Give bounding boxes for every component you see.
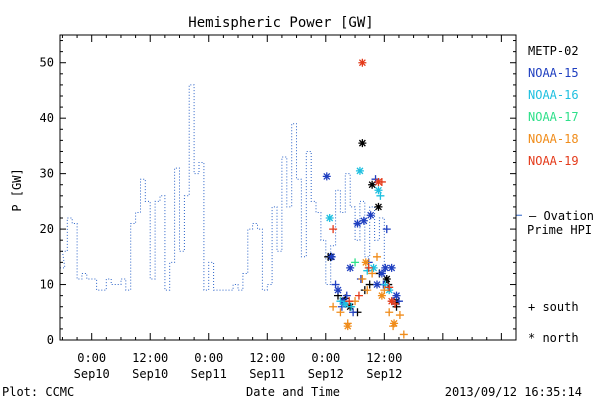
- north-marker: [387, 263, 396, 272]
- legend-noaa-15: NOAA-15: [528, 66, 579, 80]
- x-tick-label-time: 0:00: [311, 351, 340, 365]
- x-tick-label-time: 0:00: [77, 351, 106, 365]
- north-marker: [358, 139, 367, 148]
- marker-legend-north: * north: [528, 331, 579, 345]
- north-marker: [346, 263, 355, 272]
- south-marker: [368, 269, 377, 278]
- x-tick-label-date: Sep12: [366, 367, 402, 381]
- legend-noaa-17: NOAA-17: [528, 110, 579, 124]
- plot-area: 0 10 20 30 40 50 0:00 Sep10 12:00 Sep10 0:00 Sep11 1…: [40, 34, 522, 381]
- y-tick-label: 0: [47, 333, 54, 347]
- legend-noaa-16: NOAA-16: [528, 88, 579, 102]
- south-marker: [354, 291, 363, 300]
- south-marker: [395, 311, 404, 320]
- north-marker: [325, 214, 334, 222]
- y-tick-label: 50: [40, 56, 54, 70]
- north-marker: [369, 263, 378, 272]
- legend-noaa-18: NOAA-18: [528, 132, 579, 146]
- north-marker: [392, 291, 401, 300]
- x-tick-label-time: 12:00: [132, 351, 168, 365]
- north-marker: [390, 319, 399, 328]
- south-marker: [391, 299, 400, 308]
- north-marker: [374, 186, 383, 195]
- x-tick-label-date: Sep10: [74, 367, 110, 381]
- south-marker: [329, 225, 338, 234]
- south-marker: [351, 258, 360, 267]
- south-marker: [364, 263, 373, 272]
- x-tick-label-date: Sep12: [308, 367, 344, 381]
- y-axis-label: P [GW]: [10, 168, 24, 211]
- x-tick-label-time: 0:00: [194, 351, 223, 365]
- x-tick-label-date: Sep10: [132, 367, 168, 381]
- x-axis-label: Date and Time: [246, 385, 340, 399]
- x-tick-label-time: 12:00: [249, 351, 285, 365]
- north-marker: [333, 286, 342, 295]
- ovation-label-line1: — Ovation: [529, 209, 594, 223]
- footer-left: Plot: CCMC: [2, 385, 74, 399]
- x-tick-label-date: Sep11: [191, 367, 227, 381]
- north-marker: [353, 219, 362, 228]
- x-tick-label-date: Sep11: [249, 367, 285, 381]
- south-marker: [377, 177, 386, 186]
- ovation-hpi-line: [60, 84, 390, 291]
- south-marker: [329, 302, 338, 311]
- north-marker: [381, 263, 390, 272]
- y-tick-label: 20: [40, 222, 54, 236]
- south-marker: [345, 297, 354, 306]
- north-marker: [355, 166, 364, 175]
- south-marker: [385, 283, 394, 292]
- south-marker: [347, 302, 356, 311]
- north-marker: [377, 269, 386, 278]
- south-marker: [358, 275, 367, 283]
- south-marker: [389, 322, 398, 331]
- y-tick-label: 40: [40, 111, 54, 125]
- north-marker: [382, 275, 391, 283]
- north-marker: [322, 172, 331, 181]
- chart-title: Hemispheric Power [GW]: [188, 15, 373, 31]
- y-tick-label: 30: [40, 167, 54, 181]
- marker-legend-south: + south: [528, 300, 579, 314]
- south-marker: [376, 191, 385, 200]
- ovation-label-line2: Prime HPI: [527, 223, 592, 237]
- north-marker: [373, 280, 382, 289]
- south-marker: [363, 286, 372, 295]
- legend-metp-02: METP-02: [528, 44, 579, 58]
- north-marker: [377, 291, 386, 300]
- north-marker: [387, 297, 396, 306]
- south-marker: [382, 225, 391, 234]
- footer-right: 2013/09/12 16:35:14: [445, 385, 582, 399]
- x-tick-label-time: 12:00: [366, 351, 402, 365]
- legend-noaa-19: NOAA-19: [528, 154, 579, 168]
- plot-frame: [59, 34, 517, 341]
- south-marker: [336, 308, 345, 317]
- south-marker: [365, 280, 374, 289]
- north-marker: [368, 180, 377, 189]
- south-marker: [331, 280, 340, 289]
- south-marker: [336, 297, 345, 306]
- north-marker: [327, 252, 336, 261]
- south-marker: [380, 286, 389, 295]
- south-marker: [373, 252, 382, 261]
- y-tick-label: 10: [40, 278, 54, 292]
- south-marker: [349, 308, 358, 317]
- north-marker: [358, 58, 367, 67]
- north-marker: [361, 258, 370, 267]
- south-marker: [399, 330, 408, 339]
- south-marker: [343, 319, 352, 328]
- north-marker: [341, 299, 350, 308]
- satellite-legend: METP-02 NOAA-15 NOAA-16 NOAA-17 NOAA-18 NOAA-…: [528, 44, 579, 168]
- north-marker: [366, 211, 375, 220]
- north-marker: [359, 216, 368, 225]
- south-marker: [385, 308, 394, 317]
- south-marker: [342, 291, 351, 300]
- north-marker: [374, 202, 383, 211]
